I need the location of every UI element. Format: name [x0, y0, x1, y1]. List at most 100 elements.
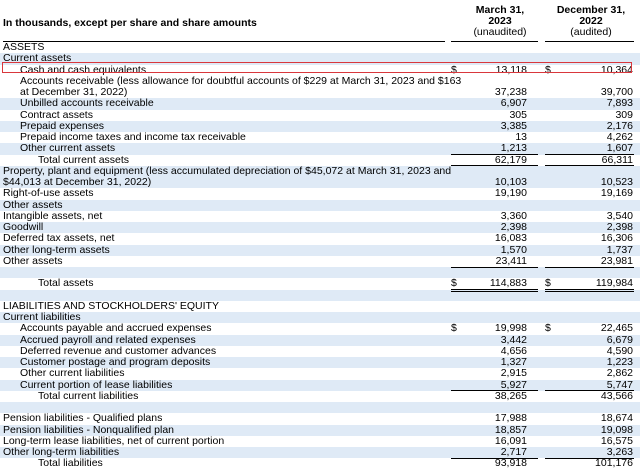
table-row: Cash and cash equivalents $ $13,118 10,364	[0, 63, 640, 76]
row-label: Prepaid expenses	[20, 119, 105, 132]
table-row	[0, 402, 640, 414]
value-december-2022: 18,674	[600, 412, 633, 425]
value-march-2023: 93,918	[494, 457, 527, 470]
dollar-sign: $	[451, 322, 457, 335]
table-row: Current assets	[0, 52, 640, 65]
row-label: Current liabilities	[3, 311, 81, 323]
value-december-2022: 66,311	[601, 153, 633, 166]
table-row: Goodwill 2,398 2,398	[0, 221, 640, 234]
row-label: Customer postage and program deposits	[20, 356, 211, 368]
value-march-2023: 2,717	[500, 446, 527, 458]
total-rule	[451, 165, 538, 167]
row-label: Accrued payroll and related expenses	[20, 333, 196, 346]
table-row: Total current assets 62,179 66,311	[0, 153, 640, 166]
value-march-2023: 2,398	[500, 221, 527, 233]
table-row: Accounts receivable (less allowance for …	[0, 75, 640, 87]
dollar-sign: $	[545, 277, 551, 290]
table-row: Deferred tax assets, net 16,083 16,306	[0, 232, 640, 245]
row-label: Total assets	[38, 277, 94, 290]
row-label: Total current liabilities	[38, 389, 139, 402]
total-rule	[545, 165, 634, 167]
value-march-2023: 1,327	[500, 356, 527, 368]
value-march-2023: 1,213	[500, 142, 527, 155]
value-december-2022: 3,540	[606, 209, 633, 222]
table-row: Contract assets 305 309	[0, 109, 640, 121]
value-december-2022: 7,893	[606, 97, 633, 110]
value-march-2023: 62,179	[494, 153, 527, 166]
table-caption: In thousands, except per share and share…	[3, 17, 257, 29]
value-march-2023: 37,238	[494, 86, 527, 98]
table-row: Other long-term liabilities 2,717 3,263	[0, 446, 640, 459]
column-header-line2: 2023	[488, 15, 512, 27]
table-row: Accrued payroll and related expenses 3,44…	[0, 333, 640, 346]
table-row: Other current assets 1,213 1,607	[0, 142, 640, 155]
value-december-2022: 4,262	[606, 131, 633, 143]
value-march-2023: 23,411	[495, 254, 527, 267]
value-december-2022: 39,700	[600, 86, 633, 98]
row-label: LIABILITIES AND STOCKHOLDERS' EQUITY	[3, 299, 219, 312]
total-rule	[451, 154, 538, 155]
row-label: Other assets	[3, 254, 63, 267]
value-december-2022: 19,169	[600, 187, 633, 200]
total-rule	[545, 289, 634, 292]
table-row: Total current liabilities 38,265 43,566	[0, 389, 640, 402]
value-march-2023: 18,857	[494, 423, 527, 436]
row-label: Deferred revenue and customer advances	[20, 344, 217, 357]
table-row: Property, plant and equipment (less accu…	[0, 165, 640, 178]
table-row: Total assets $ $114,883 119,984	[0, 277, 640, 290]
value-december-2022: 19,098	[600, 423, 633, 436]
value-march-2023: 13,118	[495, 63, 527, 76]
row-label: Goodwill	[3, 221, 44, 233]
row-label: Cash and cash equivalents	[20, 63, 147, 76]
value-march-2023: 19,190	[494, 187, 527, 200]
row-label: Pension liabilities - Qualified plans	[3, 412, 163, 425]
value-march-2023: 16,083	[494, 232, 527, 245]
table-row: Prepaid income taxes and income tax rece…	[0, 131, 640, 143]
dollar-sign: $	[451, 277, 457, 290]
header-rule	[451, 41, 538, 42]
table-row: Other current liabilities 2,915 2,862	[0, 367, 640, 380]
row-label: Other long-term liabilities	[3, 446, 120, 458]
column-header-line1: March 31,	[475, 4, 525, 16]
total-rule	[545, 266, 634, 268]
total-rule	[451, 390, 538, 392]
value-march-2023: 3,442	[500, 333, 527, 346]
total-rule	[451, 266, 538, 268]
value-december-2022: 2,862	[606, 367, 633, 380]
table-row	[0, 289, 640, 301]
dollar-sign: $	[545, 63, 551, 76]
value-december-2022: 1,737	[606, 243, 633, 256]
value-march-2023: 3,360	[500, 209, 527, 222]
value-december-2022: 2,398	[606, 221, 633, 233]
table-row: Other assets 23,411 23,981	[0, 254, 640, 267]
value-march-2023: 114,883	[489, 277, 527, 290]
row-label: Other assets	[3, 198, 63, 211]
value-december-2022: 101,176	[595, 457, 633, 470]
value-march-2023: 19,998	[494, 322, 527, 335]
row-label: Deferred tax assets, net	[3, 232, 115, 245]
value-december-2022: 119,984	[595, 277, 633, 290]
column-header-december-2022: December 31, 2022 (audited)	[549, 5, 633, 38]
table-row: Intangible assets, net 3,360 3,540	[0, 209, 640, 222]
value-march-2023: 4,656	[500, 344, 527, 357]
row-label: ASSETS	[3, 41, 45, 53]
value-december-2022: 6,679	[606, 333, 633, 346]
row-label: Prepaid income taxes and income tax rece…	[20, 131, 246, 143]
table-row: Accounts payable and accrued expenses $ $1…	[0, 322, 640, 335]
value-december-2022: 3,263	[606, 446, 633, 458]
value-december-2022: 1,223	[606, 356, 633, 368]
value-march-2023: 17,988	[494, 412, 527, 425]
row-label: Pension liabilities - Nonqualified plan	[3, 423, 175, 436]
value-march-2023: 38,265	[494, 389, 527, 402]
total-rule	[545, 390, 634, 392]
column-header-line3: (unaudited)	[473, 26, 527, 38]
row-label: Other long-term assets	[3, 243, 110, 256]
value-march-2023: 6,907	[500, 97, 527, 110]
table-row: at December 31, 2022) 37,238 39,700	[0, 86, 640, 98]
table-row: ASSETS	[0, 41, 640, 53]
dollar-sign: $	[545, 322, 551, 335]
header-rule	[3, 41, 445, 42]
table-row: Pension liabilities - Nonqualified plan 1…	[0, 423, 640, 436]
table-row: Right-of-use assets 19,190 19,169	[0, 187, 640, 200]
row-label: Long-term lease liabilities, net of curr…	[3, 434, 225, 447]
